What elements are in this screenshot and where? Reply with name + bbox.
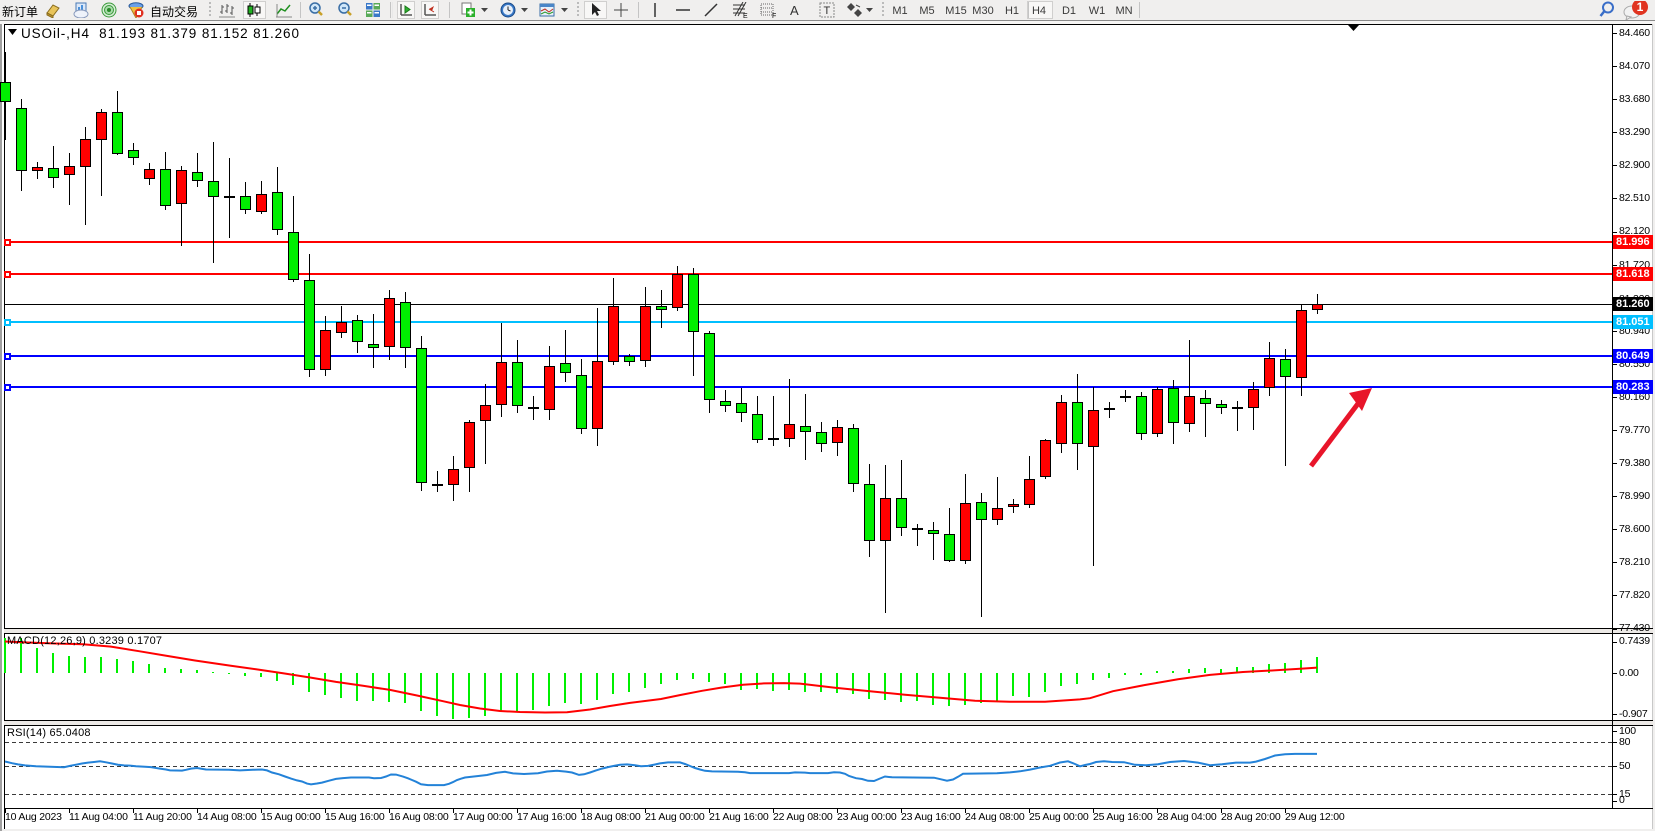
svg-text:E: E xyxy=(743,13,748,18)
svg-text:F: F xyxy=(772,13,776,18)
svg-text:1: 1 xyxy=(1637,1,1644,14)
svg-text:T: T xyxy=(824,5,831,17)
